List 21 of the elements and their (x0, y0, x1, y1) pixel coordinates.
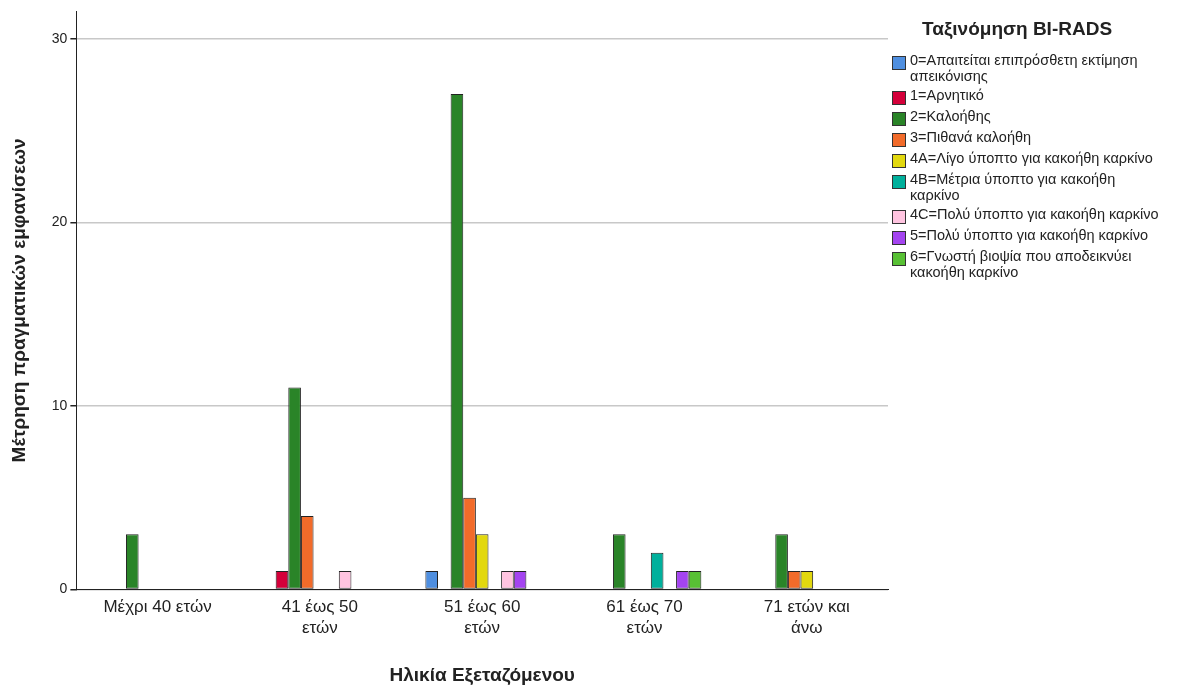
legend-label: 5=Πολύ ύποπτο για κακοήθη καρκίνο (910, 227, 1149, 243)
x-tick-label: 51 έως 60 ετών (444, 597, 521, 637)
x-tick-label: 61 έως 70 ετών (606, 597, 683, 637)
y-tick-label: 20 (51, 213, 68, 230)
legend-title: Ταξινόμηση BI-RADS (922, 18, 1114, 40)
x-tick-label: 41 έως 50 ετών (281, 597, 359, 637)
legend-label: 4C=Πολύ ύποπτο για κακοήθη καρκίνο (910, 206, 1159, 222)
legend-label: 1=Αρνητικό (910, 87, 984, 103)
x-tick-label: 71 ετών και άνω (763, 597, 851, 637)
y-tick-label: 0 (59, 580, 68, 597)
legend-label: 3=Πιθανά καλοήθη (910, 129, 1032, 145)
y-tick-label: 10 (51, 396, 68, 413)
legend-label: 2=Καλοήθης (910, 108, 991, 124)
y-tick-label: 30 (51, 29, 68, 46)
legend-label: 6=Γνωστή βιοψία που αποδεικνύει κακοήθη καρκίνο (910, 248, 1133, 280)
legend-label: 4B=Μέτρια ύποπτο για κακοήθη καρκίνο (910, 171, 1117, 203)
legend-label: 4A=Λίγο ύποπτο για κακοήθη καρκίνο (910, 150, 1153, 166)
x-tick-label: Μέχρι 40 ετών (103, 597, 212, 617)
x-axis-title: Ηλικία Εξεταζόμενου (389, 663, 575, 686)
legend-label: 0=Απαιτείται επιπρόσθετη εκτίμηση απεικόνισης (910, 52, 1139, 84)
y-axis-title: Μέτρηση πραγματικών εμφανίσεων (7, 138, 29, 463)
